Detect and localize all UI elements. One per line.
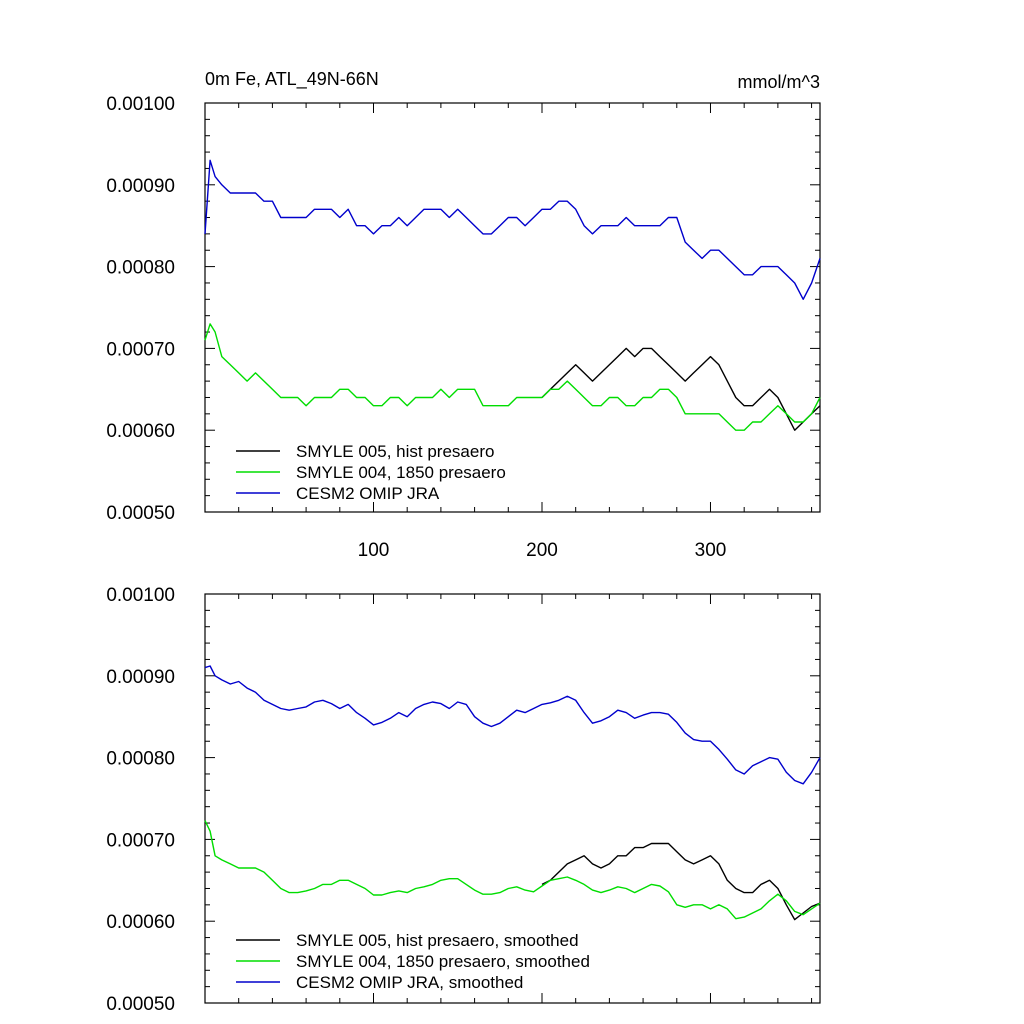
units-label: mmol/m^3 bbox=[738, 72, 820, 92]
y-tick-label: 0.00100 bbox=[106, 94, 175, 115]
y-tick-label: 0.00050 bbox=[106, 994, 175, 1015]
y-tick-label: 0.00070 bbox=[106, 339, 175, 360]
legend-entry: SMYLE 004, 1850 presaero bbox=[296, 463, 506, 482]
y-tick-label: 0.00100 bbox=[106, 585, 175, 606]
plot-frame bbox=[204, 102, 821, 513]
series-line-1 bbox=[204, 820, 821, 920]
y-tick-label: 0.00060 bbox=[106, 912, 175, 933]
series-line-0 bbox=[541, 842, 821, 921]
legend-entry: SMYLE 004, 1850 presaero, smoothed bbox=[296, 952, 590, 971]
axis-ticks bbox=[205, 593, 820, 1004]
axis-ticks bbox=[205, 102, 820, 513]
x-tick-label: 100 bbox=[358, 540, 390, 561]
series-line-2 bbox=[204, 665, 821, 785]
legend-entry: CESM2 OMIP JRA bbox=[296, 484, 440, 503]
y-tick-label: 0.00050 bbox=[106, 503, 175, 524]
y-tick-label: 0.00080 bbox=[106, 258, 175, 279]
plot-frame bbox=[204, 593, 821, 1004]
legend-entry: CESM2 OMIP JRA, smoothed bbox=[296, 973, 523, 992]
x-tick-label: 300 bbox=[695, 540, 727, 561]
x-tick-label: 200 bbox=[526, 540, 558, 561]
legend-entry: SMYLE 005, hist presaero bbox=[296, 442, 494, 461]
series-line-2 bbox=[204, 159, 821, 300]
top-panel: 0.00050 0.00060 0.00070 0.00080 0.00090 0.001… bbox=[106, 69, 821, 561]
legend-entry: SMYLE 005, hist presaero, smoothed bbox=[296, 931, 579, 950]
bottom-panel: 0.00050 0.00060 0.00070 0.00080 0.00090 0.001… bbox=[106, 585, 821, 1015]
legend: SMYLE 005, hist presaero, smoothed SMYLE … bbox=[236, 931, 590, 992]
series-line-0 bbox=[541, 347, 821, 431]
legend: SMYLE 005, hist presaero SMYLE 004, 1850 … bbox=[236, 442, 506, 503]
y-tick-label: 0.00090 bbox=[106, 667, 175, 688]
y-tick-label: 0.00070 bbox=[106, 830, 175, 851]
y-tick-label: 0.00060 bbox=[106, 421, 175, 442]
y-tick-label: 0.00090 bbox=[106, 176, 175, 197]
chart-title: 0m Fe, ATL_49N-66N bbox=[205, 69, 379, 90]
y-tick-label: 0.00080 bbox=[106, 749, 175, 770]
series-line-1 bbox=[204, 323, 821, 431]
